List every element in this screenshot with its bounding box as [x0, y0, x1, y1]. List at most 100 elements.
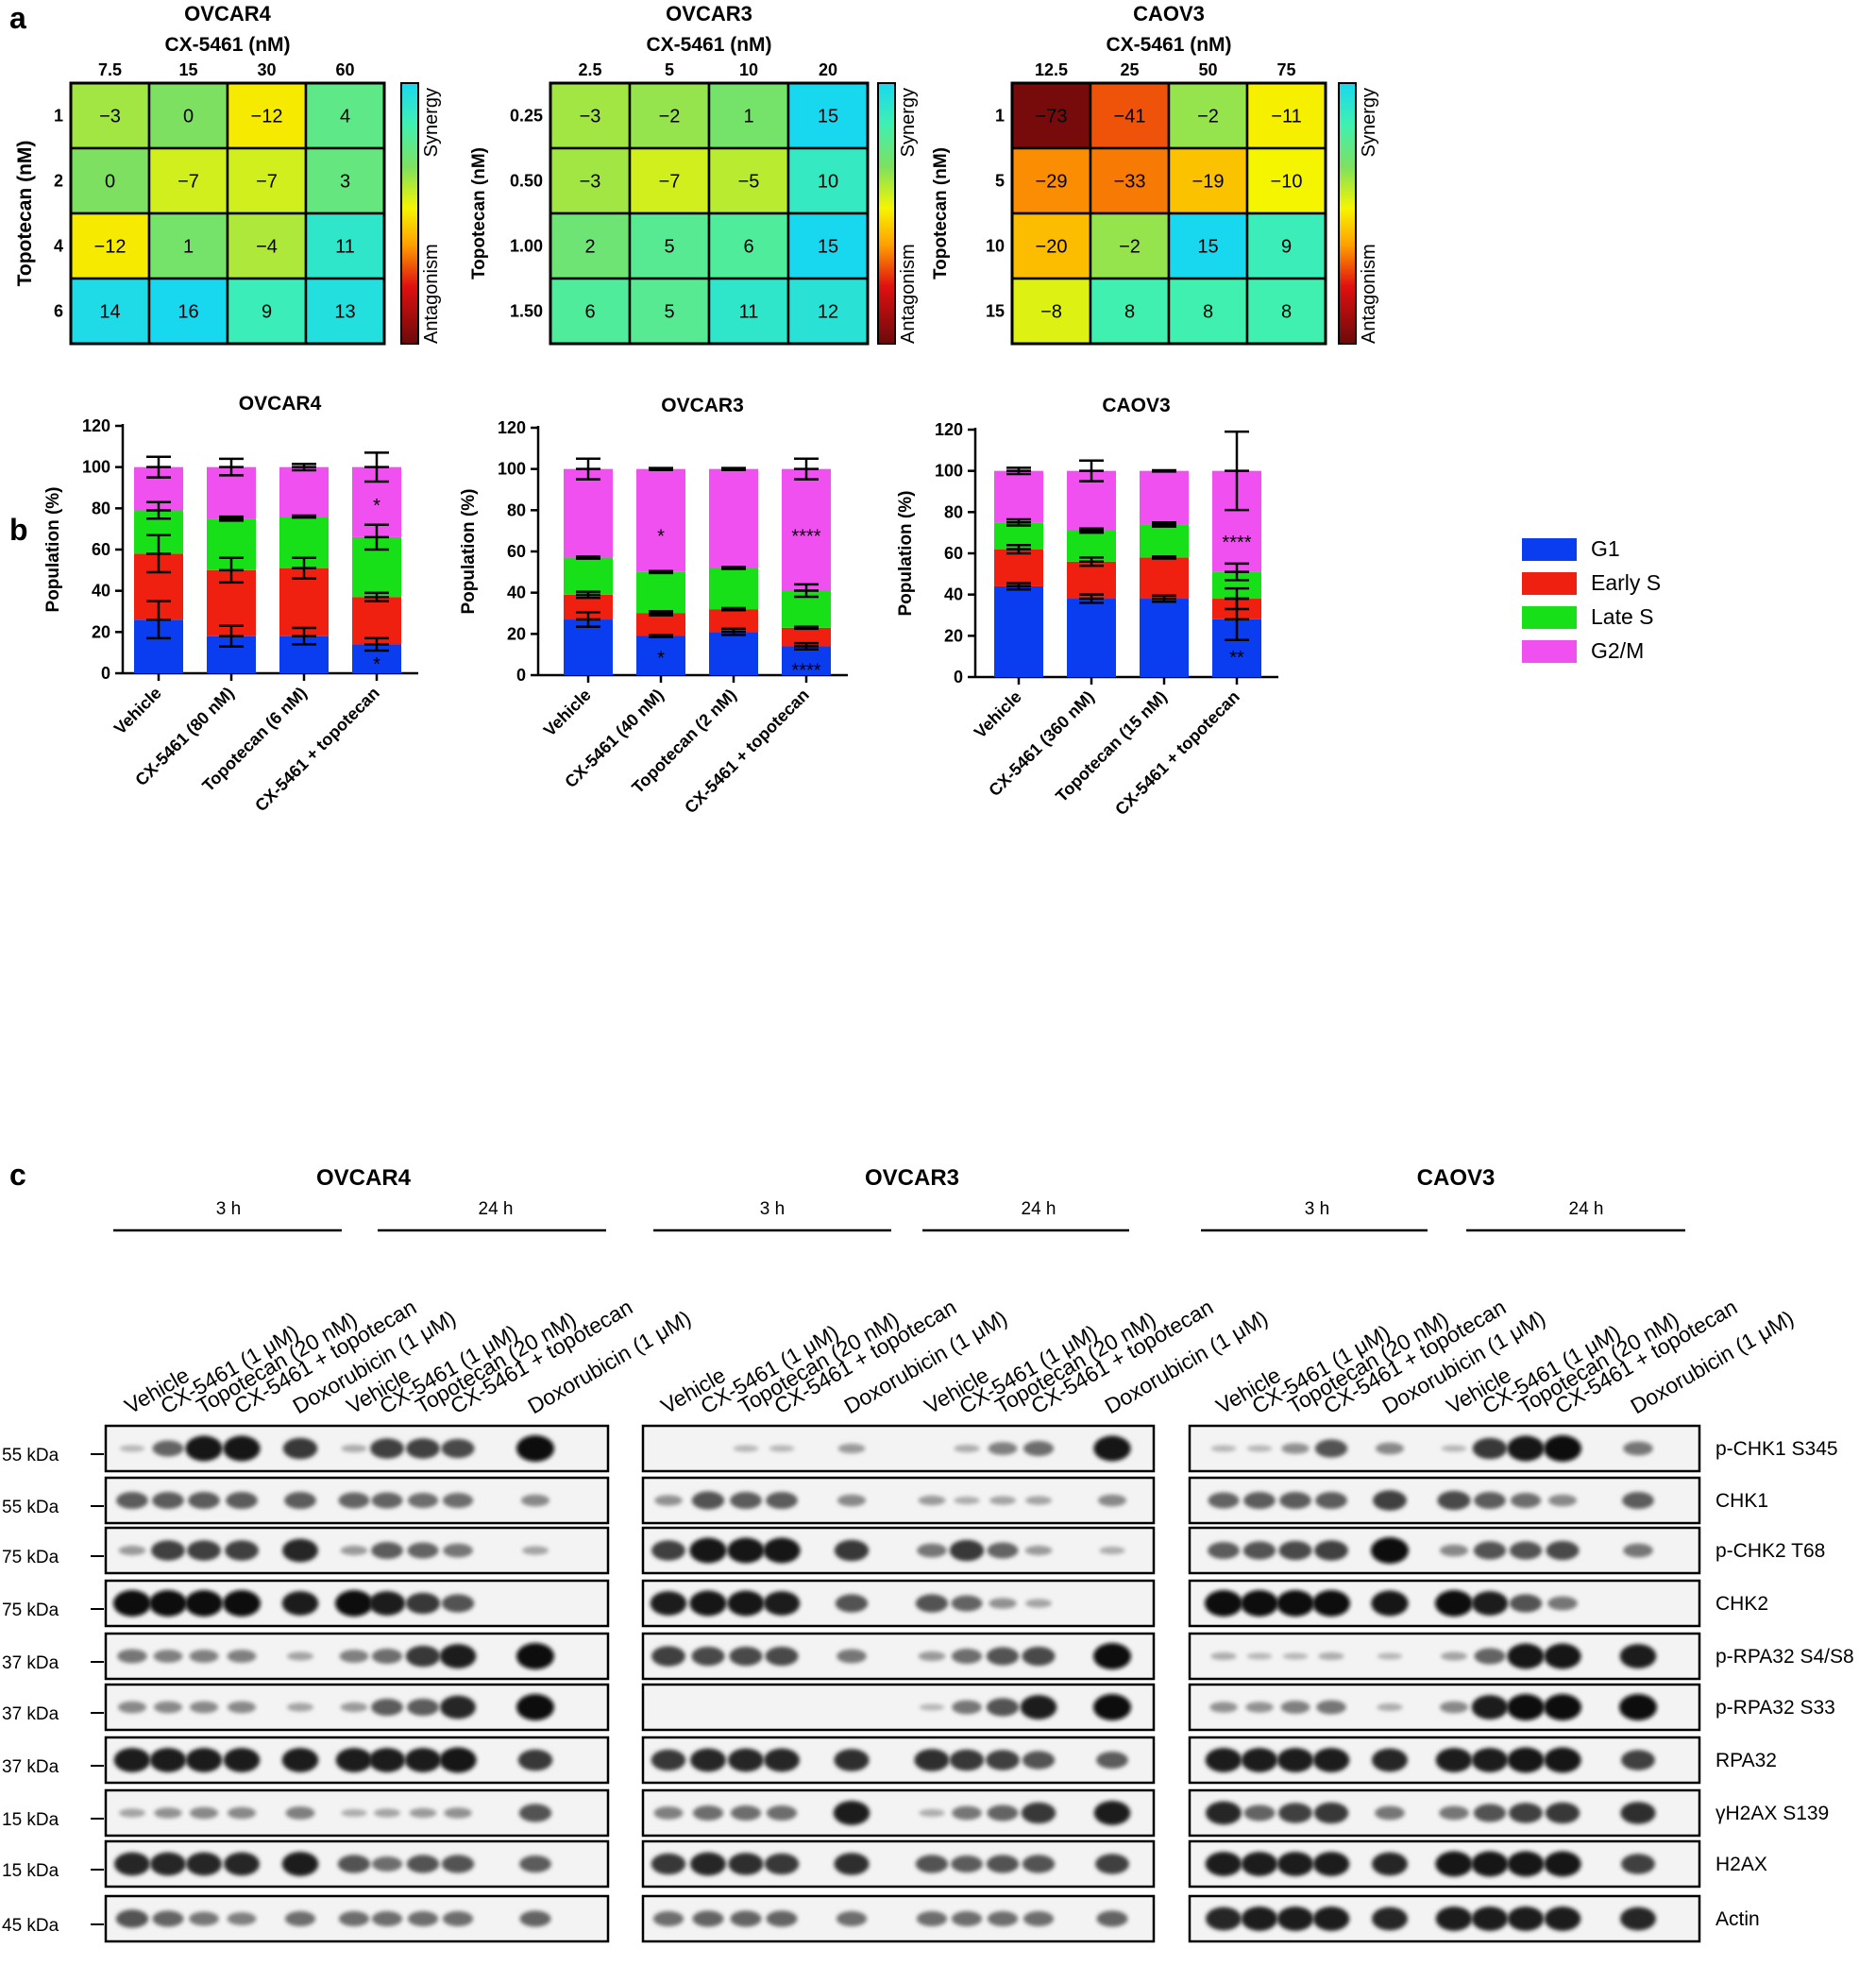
error-bar: [721, 466, 746, 472]
blot-band: [1022, 1751, 1056, 1770]
blot-band: [1372, 1906, 1408, 1931]
blot-band: [1474, 1648, 1506, 1665]
y-tick-label: 40: [92, 582, 110, 601]
protein-label-rpa32: RPA32: [1715, 1750, 1777, 1771]
y-tick-label: 40: [944, 585, 963, 604]
blot-band: [651, 1540, 685, 1561]
blot-band: [917, 1543, 947, 1558]
blot-band: [405, 1645, 441, 1668]
panel-letter-c: c: [9, 1158, 26, 1192]
blot-band: [1205, 1748, 1242, 1772]
blot-strip-p-chk2-t68: [104, 1526, 610, 1575]
blot-band: [282, 1538, 318, 1563]
y-tick-label: 40: [507, 584, 526, 602]
stacked-bar-chart-ovcar4: OVCAR4 0 20 40 60 80 100 120 Population (%) Vehic…: [43, 393, 418, 815]
error-bar: [1225, 586, 1249, 611]
x-category-label: CX-5461 + topotecan: [251, 684, 383, 816]
blot-band: [284, 1491, 316, 1510]
blot-band: [1373, 1490, 1407, 1511]
blot-band: [986, 1750, 1020, 1770]
blot-band: [368, 1748, 406, 1772]
bar-segment-g1: [782, 646, 831, 675]
blot-strip-frame: [641, 1683, 1156, 1732]
blot-band: [186, 1852, 222, 1876]
bar-segment-g2m: [994, 470, 1043, 523]
blot-band: [1208, 1492, 1240, 1509]
blot-band: [341, 1444, 367, 1453]
blot-band: [520, 1494, 550, 1507]
blot-band: [1510, 1493, 1542, 1508]
blot-strip-actin: [104, 1894, 610, 1943]
blot-band: [185, 1590, 223, 1617]
heatmap-row-tick: 0.50: [510, 172, 543, 191]
bar-segment-g1: [564, 619, 613, 675]
blot-band: [1318, 1652, 1344, 1661]
blot-band: [185, 1435, 223, 1462]
blot-band: [154, 1807, 182, 1819]
heatmap-cell: [147, 146, 229, 215]
bar-segment-early_s: [1140, 557, 1189, 600]
blot-band: [690, 1748, 726, 1772]
error-bar: [292, 626, 316, 646]
blot-band: [443, 1543, 473, 1558]
timepoint-label: 24 h: [479, 1199, 514, 1219]
error-bar: [649, 569, 673, 575]
error-bar: [219, 556, 244, 584]
heatmap-col-tick: 25: [1120, 60, 1139, 79]
blot-band: [151, 1540, 185, 1561]
blot-band: [988, 1442, 1018, 1455]
x-category-label: Vehicle: [540, 686, 595, 740]
blot-band: [1093, 1435, 1131, 1462]
significance-mark: ****: [1222, 533, 1251, 553]
y-tick-label: 20: [944, 626, 963, 645]
blot-band: [519, 1910, 551, 1927]
heatmap-cell-value: −19: [1192, 172, 1225, 193]
heatmap-cell: [1245, 212, 1327, 280]
heatmap-cell-value: −7: [177, 172, 199, 193]
protein-label-p-rpa32-s4-s8: p-RPA32 S4/S8: [1715, 1646, 1854, 1668]
heatmap-cell-value: −29: [1036, 172, 1068, 193]
heatmap-colorbar: [1338, 82, 1357, 345]
significance-mark: ****: [791, 660, 820, 681]
heatmap-cell: [1245, 146, 1327, 215]
blot-band: [187, 1540, 221, 1561]
heatmap-x-label: CX-5461 (nM): [646, 34, 771, 56]
blot-band: [1210, 1652, 1237, 1661]
blot-band: [1439, 1544, 1469, 1557]
colorbar-synergy-label: Synergy: [898, 88, 919, 157]
y-tick-label: 60: [944, 544, 963, 563]
blot-band: [692, 1805, 724, 1821]
blot-strip-p-rpa32-s33: [641, 1683, 1156, 1732]
blot-strip-p-rpa32-s33: [1188, 1683, 1701, 1732]
heatmap-cell-value: −73: [1036, 107, 1068, 127]
blot-band: [652, 1911, 684, 1926]
x-category-label: CX-5461 + topotecan: [1111, 687, 1243, 820]
blot-band: [914, 1749, 950, 1771]
blot-band: [1316, 1700, 1346, 1715]
blot-band: [1375, 1805, 1405, 1821]
blot-band: [834, 1749, 870, 1771]
bar-segment-g2m: [1140, 470, 1189, 525]
blot-band: [1621, 1750, 1655, 1770]
blot-band: [1621, 1854, 1655, 1874]
blot-strip-chk1: [641, 1476, 1156, 1525]
blot-band: [439, 1747, 477, 1773]
heatmap-cell-value: 6: [743, 237, 753, 258]
blot-band: [149, 1748, 187, 1772]
blot-band: [521, 1546, 549, 1555]
legend-label-g2m: G2/M: [1591, 638, 1644, 663]
blot-strip-p-rpa32-s4-s8: [104, 1632, 610, 1681]
blot-band: [766, 1805, 798, 1821]
blot-strip-h2ax: [1188, 1839, 1701, 1889]
heatmap-col-tick: 60: [335, 60, 354, 79]
heatmap-col-tick: 20: [819, 60, 837, 79]
blot-band: [518, 1804, 552, 1822]
blot-band: [225, 1540, 259, 1561]
blot-band: [1276, 1852, 1314, 1876]
blot-band: [282, 1437, 318, 1460]
error-bar: [1225, 430, 1249, 512]
error-bar: [146, 455, 171, 479]
error-bar: [292, 556, 316, 580]
heatmap-cell: [304, 277, 386, 346]
